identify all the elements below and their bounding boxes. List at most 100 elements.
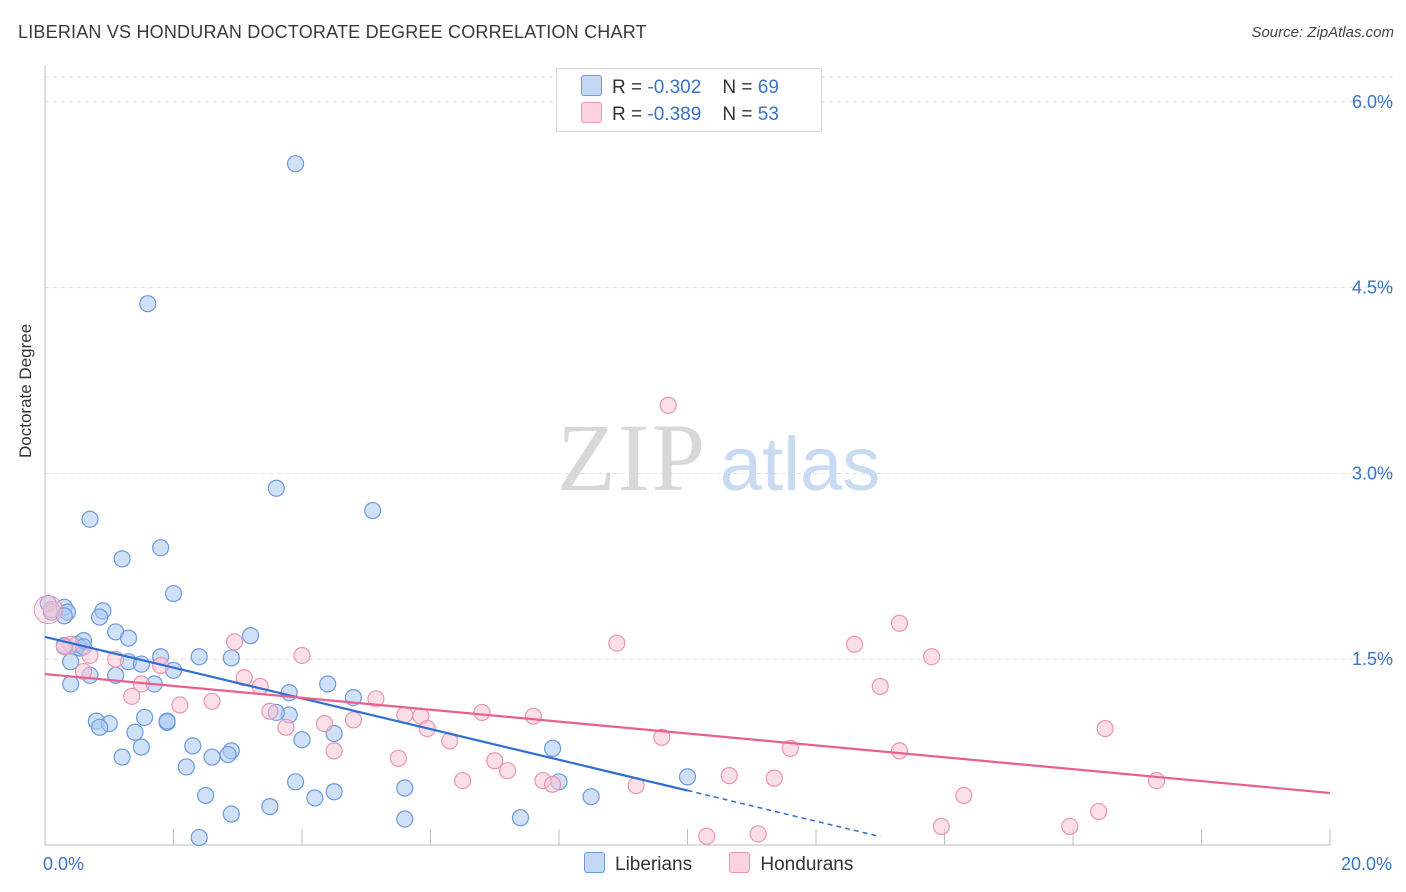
y-tick-label: 4.5% bbox=[1352, 278, 1393, 298]
liberian-point bbox=[197, 786, 215, 805]
liberian-point bbox=[543, 739, 562, 757]
honduran-point bbox=[315, 715, 334, 733]
liberian-point bbox=[396, 810, 414, 828]
liberian-point bbox=[267, 479, 285, 497]
hondurans-label: Hondurans bbox=[760, 854, 854, 875]
liberian-point bbox=[177, 758, 195, 776]
liberian-trend-extension bbox=[687, 789, 881, 838]
liberian-point bbox=[242, 627, 260, 645]
liberian-point bbox=[261, 797, 279, 816]
honduran-point bbox=[749, 825, 767, 843]
honduran-point bbox=[1090, 802, 1108, 821]
legend-row-liberian: R = -0.302 N = 69 bbox=[581, 75, 779, 99]
legend-item-hondurans: Hondurans bbox=[729, 852, 853, 876]
liberian-point bbox=[81, 510, 99, 528]
legend-r-label: R = bbox=[612, 77, 643, 98]
honduran-cluster-point bbox=[33, 595, 63, 625]
liberian-point bbox=[135, 708, 154, 727]
y-tick-label: 3.0% bbox=[1352, 463, 1393, 483]
honduran-point bbox=[1147, 771, 1166, 790]
honduran-point bbox=[454, 771, 472, 790]
honduran-point bbox=[367, 690, 385, 708]
honduran-point bbox=[923, 648, 941, 666]
honduran-point bbox=[235, 669, 253, 687]
honduran-point bbox=[659, 396, 677, 414]
liberian-point bbox=[91, 608, 109, 626]
honduran-r-value: -0.389 bbox=[647, 104, 702, 125]
honduran-point bbox=[499, 762, 517, 780]
y-tick-label: 6.0% bbox=[1352, 92, 1393, 112]
honduran-n-value: 53 bbox=[757, 104, 779, 125]
hondurans-swatch bbox=[729, 852, 751, 873]
honduran-point bbox=[932, 817, 950, 836]
honduran-point bbox=[845, 635, 864, 653]
honduran-point bbox=[1061, 817, 1079, 836]
honduran-point bbox=[486, 752, 504, 770]
honduran-point bbox=[524, 707, 542, 725]
liberian-point bbox=[190, 648, 208, 666]
legend-n-label: N = bbox=[722, 104, 753, 125]
x-tick-label: 0.0% bbox=[43, 854, 84, 874]
liberian-point bbox=[325, 783, 343, 801]
honduran-point bbox=[74, 662, 93, 681]
honduran-point bbox=[123, 687, 141, 705]
honduran-point bbox=[765, 769, 783, 787]
liberian-swatch bbox=[581, 75, 602, 96]
honduran-point bbox=[890, 742, 909, 760]
legend-row-honduran: R = -0.389 N = 53 bbox=[581, 102, 779, 126]
liberian-point bbox=[91, 718, 109, 736]
honduran-swatch bbox=[581, 102, 602, 123]
series-legend: Liberians Hondurans bbox=[584, 852, 885, 876]
honduran-point bbox=[543, 775, 562, 793]
liberian-point bbox=[132, 738, 150, 756]
liberian-point bbox=[113, 550, 131, 568]
legend-r-label: R = bbox=[612, 104, 643, 125]
tick-labels: 1.5% 3.0% 4.5% 6.0% 0.0% 20.0% bbox=[43, 92, 1393, 874]
legend-item-liberians: Liberians bbox=[584, 852, 692, 876]
liberian-n-value: 69 bbox=[757, 77, 779, 98]
liberian-point bbox=[158, 712, 176, 730]
liberian-point bbox=[396, 779, 414, 797]
liberians-label: Liberians bbox=[615, 854, 693, 875]
liberian-point bbox=[511, 809, 530, 827]
liberian-point bbox=[190, 828, 208, 847]
honduran-point bbox=[293, 646, 311, 665]
liberian-point bbox=[364, 501, 382, 520]
liberian-point bbox=[62, 675, 80, 693]
honduran-point bbox=[955, 786, 973, 805]
liberian-r-value: -0.302 bbox=[647, 77, 702, 98]
source-label: Source: ZipAtlas.com bbox=[1251, 24, 1394, 41]
liberian-point bbox=[184, 737, 202, 755]
liberian-point bbox=[306, 789, 324, 807]
grid-lines bbox=[45, 76, 1395, 660]
y-tick-label: 1.5% bbox=[1352, 649, 1393, 669]
liberian-point bbox=[139, 295, 157, 313]
honduran-point bbox=[871, 677, 889, 696]
liberian-point bbox=[113, 748, 131, 766]
honduran-point bbox=[225, 633, 244, 651]
liberian-point bbox=[293, 731, 311, 749]
honduran-point bbox=[653, 728, 671, 746]
honduran-point bbox=[890, 614, 909, 632]
honduran-point bbox=[42, 601, 61, 619]
liberian-trend-line bbox=[44, 635, 688, 792]
x-tick-label: 20.0% bbox=[1341, 854, 1392, 874]
liberian-point bbox=[319, 675, 337, 693]
watermark-atlas: atlas bbox=[720, 422, 881, 507]
honduran-point bbox=[171, 696, 189, 714]
honduran-point bbox=[261, 702, 279, 720]
liberian-point bbox=[126, 723, 144, 741]
liberian-point bbox=[164, 584, 183, 603]
honduran-trend-line bbox=[44, 672, 1331, 795]
liberian-point bbox=[62, 653, 80, 671]
chart-title: LIBERIAN VS HONDURAN DOCTORATE DEGREE CO… bbox=[18, 22, 647, 42]
axes bbox=[44, 66, 1331, 846]
liberian-point bbox=[119, 629, 138, 647]
liberian-point bbox=[219, 745, 237, 764]
honduran-point bbox=[608, 634, 626, 652]
liberian-point bbox=[203, 748, 221, 766]
liberian-point bbox=[286, 155, 305, 173]
liberian-point bbox=[582, 788, 600, 806]
liberian-point bbox=[222, 649, 240, 667]
